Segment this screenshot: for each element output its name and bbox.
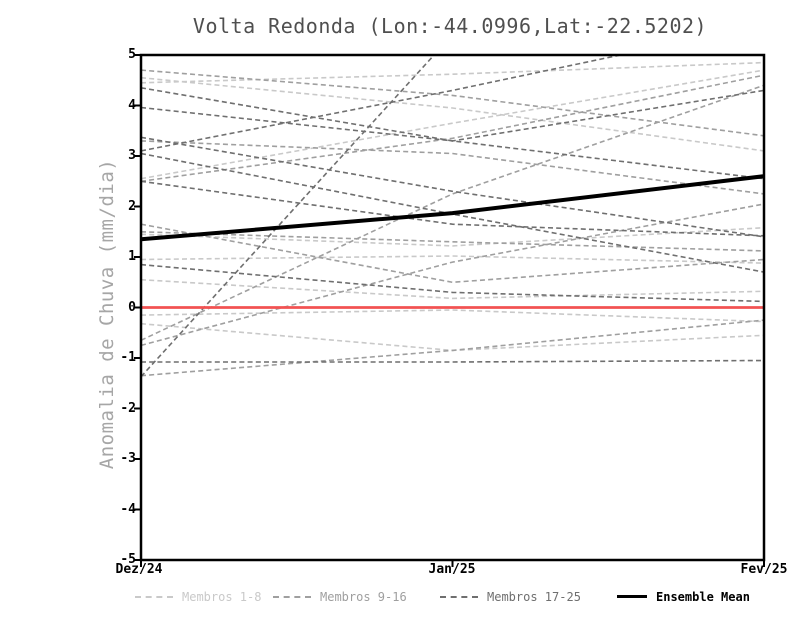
legend-label-membros-1-8: Membros 1-8	[182, 589, 262, 604]
x-tick-label-jan25: Jan/25	[428, 562, 476, 577]
member-line	[141, 69, 764, 137]
legend-item-membros-9-16: Membros 9-16	[273, 586, 407, 604]
y-tick-label: 3	[128, 148, 136, 163]
member-line	[141, 223, 764, 284]
y-tick-label: -1	[120, 350, 136, 365]
y-tick-label: 1	[128, 249, 136, 264]
member-line	[141, 74, 764, 183]
legend-label-membros-9-16: Membros 9-16	[320, 589, 407, 604]
dashed-line-swatch-medium-icon	[273, 595, 311, 598]
member-line	[141, 69, 764, 180]
y-tick-label: -5	[120, 552, 136, 567]
member-line	[141, 278, 764, 300]
y-tick-label: -3	[120, 451, 136, 466]
x-tick-label-fev25: Fev/25	[740, 562, 788, 577]
member-line	[141, 263, 764, 303]
y-tick-label: -4	[120, 501, 136, 517]
member-line	[141, 319, 764, 377]
legend-item-membros-1-8: Membros 1-8	[135, 586, 262, 604]
member-line	[141, 55, 625, 152]
y-tick-label: 0	[128, 299, 136, 315]
member-line	[141, 180, 764, 237]
ensemble-mean-line	[141, 174, 764, 242]
member-line	[141, 226, 764, 247]
y-tick-label: 5	[128, 47, 136, 62]
member-line	[141, 203, 764, 347]
member-line	[141, 61, 764, 84]
y-tick-label: -2	[120, 400, 136, 416]
member-line	[141, 231, 764, 252]
member-line	[141, 89, 764, 142]
dashed-line-swatch-dark-icon	[440, 595, 478, 598]
legend-label-membros-17-25: Membros 17-25	[487, 589, 581, 604]
solid-line-swatch-icon	[617, 595, 647, 598]
member-line	[141, 322, 764, 352]
member-line	[141, 140, 764, 195]
y-tick-label: 2	[128, 198, 136, 214]
dashed-line-swatch-light-icon	[135, 595, 173, 598]
legend-item-membros-17-25: Membros 17-25	[440, 586, 581, 604]
member-line	[141, 136, 764, 238]
y-tick-label: 4	[128, 97, 136, 113]
chart-title: Volta Redonda (Lon:-44.0996,Lat:-22.5202…	[192, 14, 708, 38]
legend-label-ensemble-mean: Ensemble Mean	[656, 589, 750, 604]
member-line	[141, 152, 764, 273]
legend-item-ensemble-mean: Ensemble Mean	[617, 586, 750, 604]
member-line	[141, 309, 764, 323]
x-tick-label-dez24: Dez/24	[115, 562, 163, 577]
member-line	[141, 359, 764, 363]
member-line	[141, 255, 764, 264]
member-line	[141, 76, 764, 152]
